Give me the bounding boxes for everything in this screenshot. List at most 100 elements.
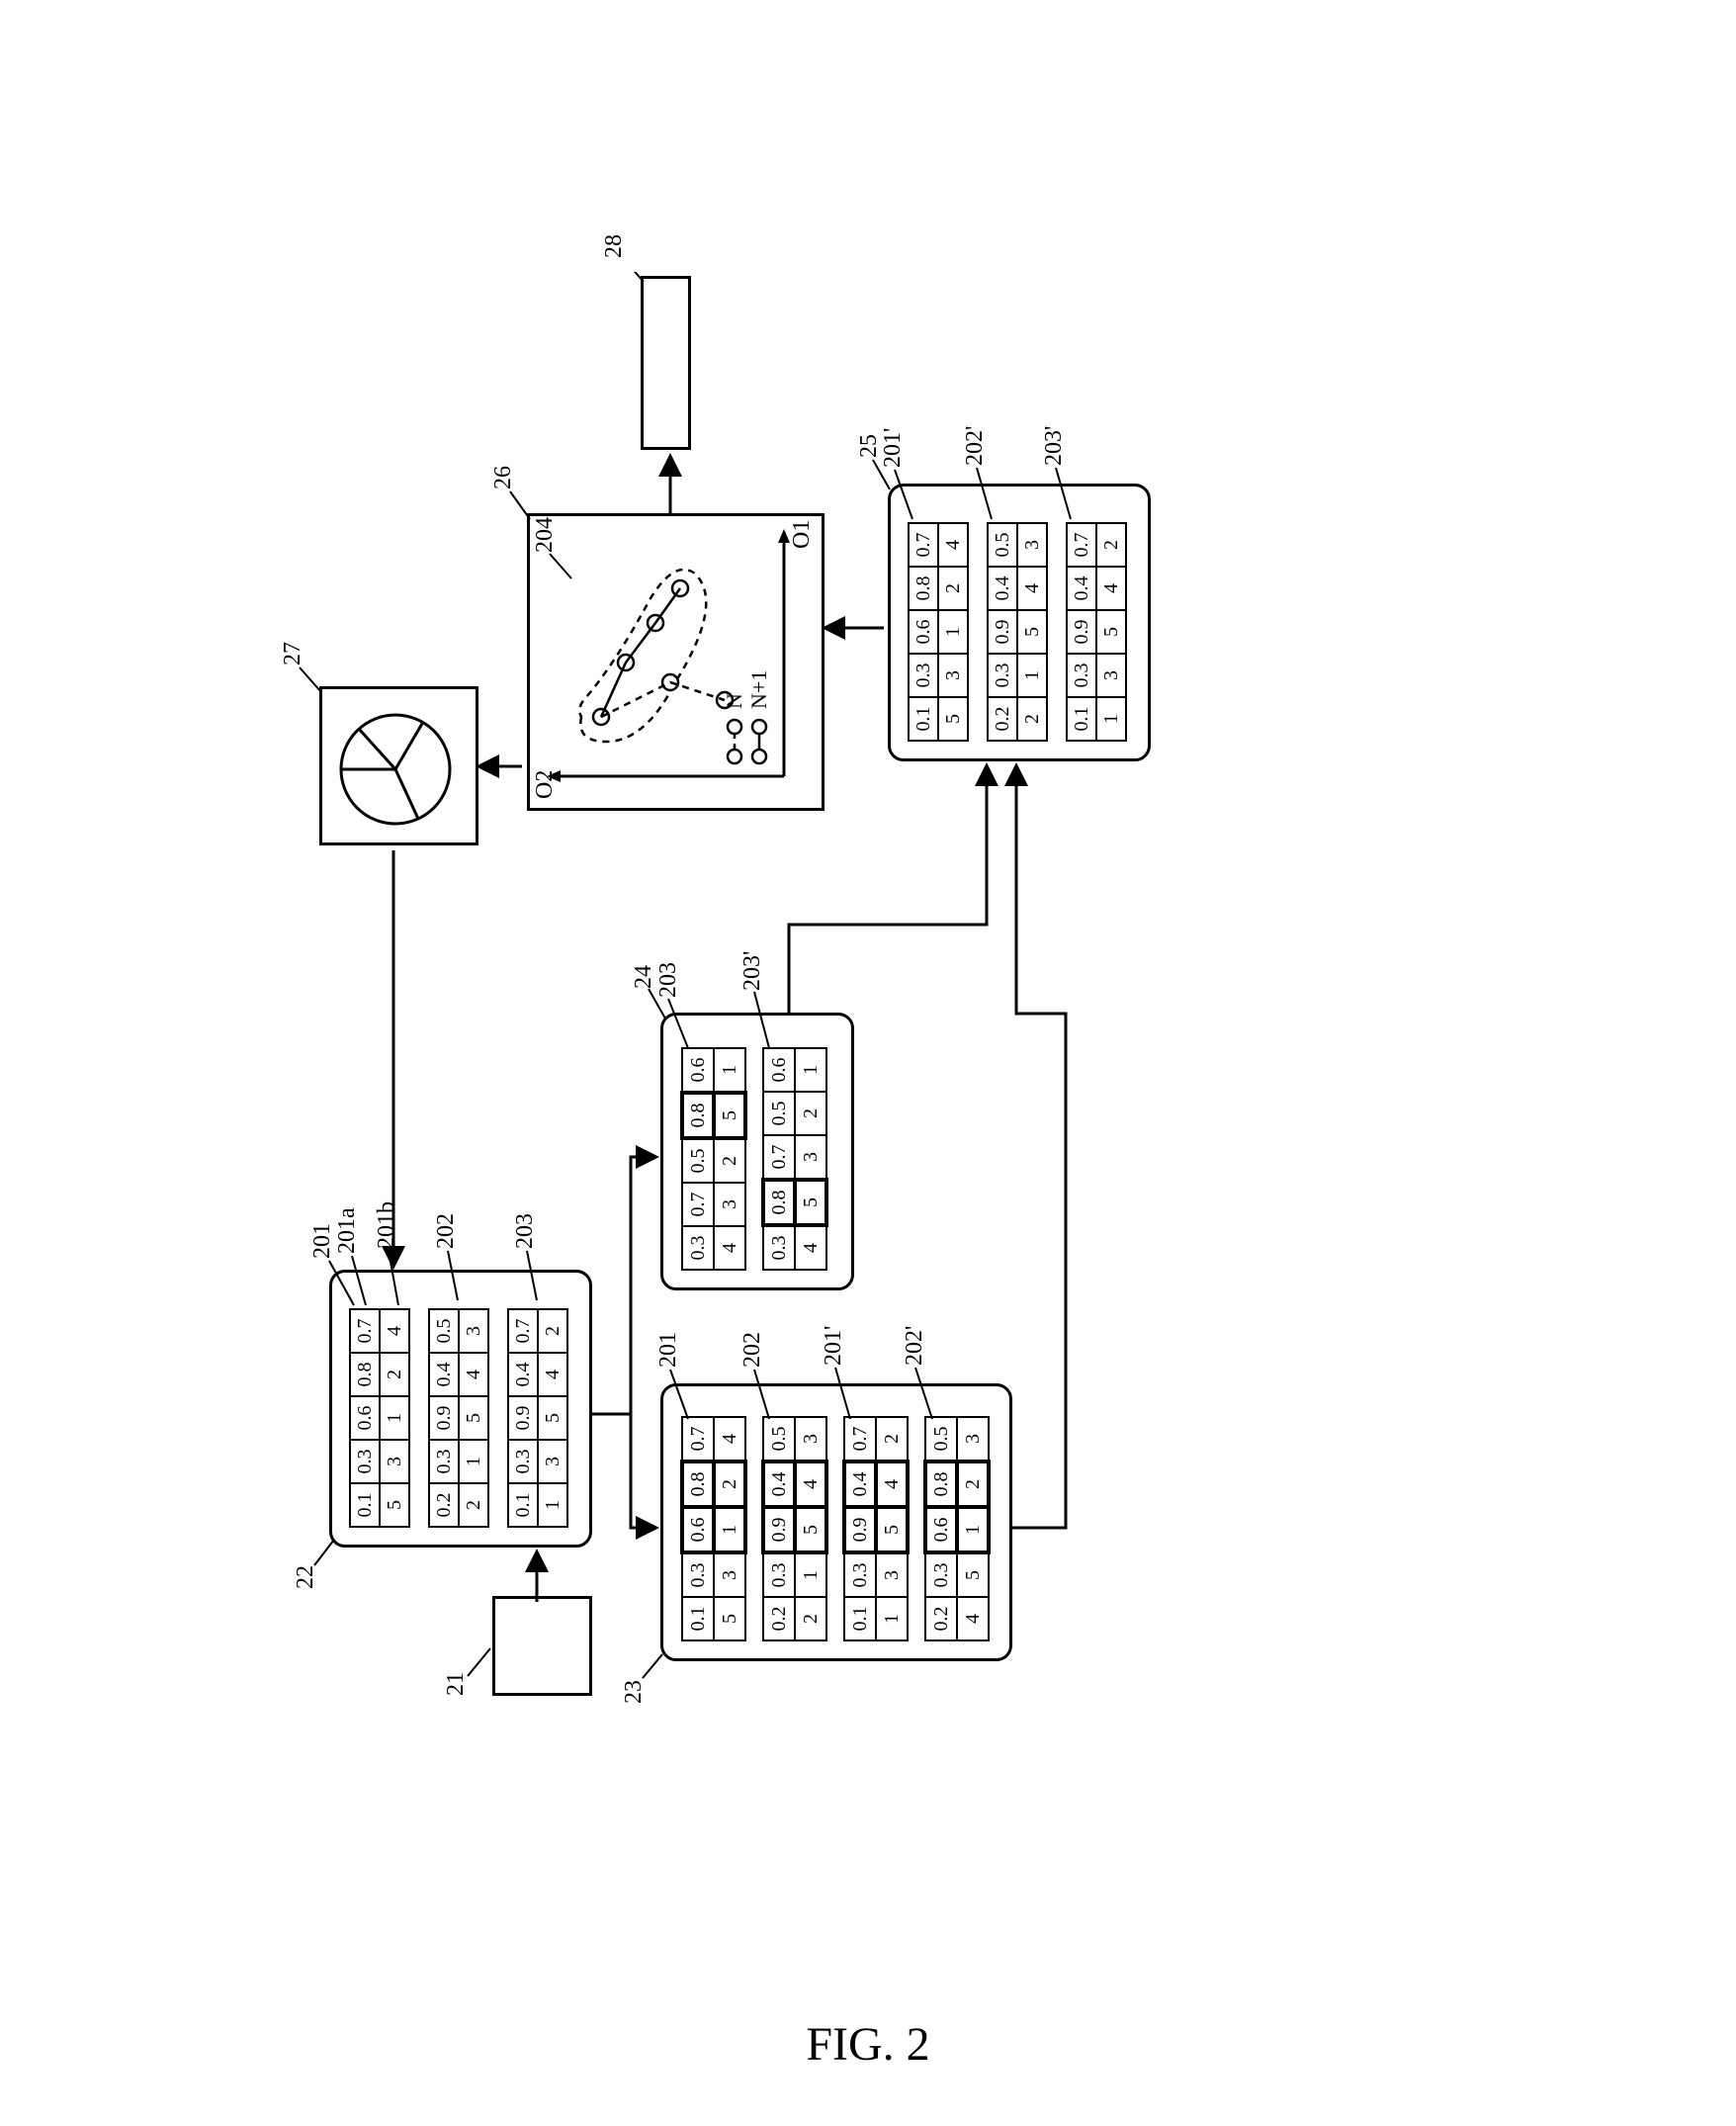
cell-val: 0.8 bbox=[909, 567, 938, 610]
cell-val: 0.1 bbox=[508, 1483, 538, 1527]
cell-val: 0.8 bbox=[350, 1353, 380, 1396]
cell-val: 0.3 bbox=[1067, 654, 1096, 697]
cell-val: 0.9 bbox=[763, 1507, 795, 1552]
cell-idx: 3 bbox=[795, 1417, 826, 1462]
cell-idx: 2 bbox=[957, 1462, 989, 1507]
cell-val: 0.3 bbox=[763, 1225, 795, 1270]
cell-val: 0.7 bbox=[1067, 523, 1096, 567]
cell-val: 0.9 bbox=[844, 1507, 876, 1552]
cell-idx: 1 bbox=[1017, 654, 1047, 697]
cell-idx: 3 bbox=[876, 1552, 908, 1597]
cell-val: 0.2 bbox=[988, 697, 1017, 741]
cell-val: 0.5 bbox=[682, 1138, 714, 1183]
label-25: 25 bbox=[856, 434, 883, 458]
cell-idx: 1 bbox=[1096, 697, 1126, 741]
label-28: 28 bbox=[601, 234, 628, 258]
cell-val: 0.6 bbox=[763, 1048, 795, 1092]
sequence-b22_202: 0.20.30.90.40.521543 bbox=[428, 1308, 489, 1528]
cell-idx: 4 bbox=[795, 1462, 826, 1507]
cell-idx: 1 bbox=[957, 1507, 989, 1552]
label-23-201: 201 bbox=[655, 1332, 682, 1368]
cell-idx: 4 bbox=[957, 1597, 989, 1640]
cell-idx: 2 bbox=[714, 1138, 745, 1183]
cell-val: 0.7 bbox=[508, 1309, 538, 1353]
cell-val: 0.3 bbox=[844, 1552, 876, 1597]
cell-idx: 4 bbox=[795, 1225, 826, 1270]
cell-idx: 5 bbox=[1096, 610, 1126, 654]
label-201: 201 bbox=[309, 1223, 336, 1259]
cell-idx: 2 bbox=[714, 1462, 745, 1507]
label-27: 27 bbox=[280, 642, 306, 665]
cell-idx: 3 bbox=[795, 1135, 826, 1180]
page: O2 O1 N N+1 bbox=[0, 0, 1736, 2126]
cell-idx: 4 bbox=[380, 1309, 409, 1353]
cell-idx: 2 bbox=[459, 1483, 488, 1527]
cell-idx: 2 bbox=[795, 1597, 826, 1640]
sequence-b23_202: 0.20.30.90.40.521543 bbox=[761, 1416, 828, 1641]
cell-val: 0.9 bbox=[429, 1396, 459, 1440]
sequence-b24_203: 0.30.70.50.80.643251 bbox=[680, 1047, 747, 1271]
label-202: 202 bbox=[433, 1213, 460, 1249]
cell-idx: 4 bbox=[538, 1353, 567, 1396]
cell-idx: 3 bbox=[1017, 523, 1047, 567]
cell-val: 0.3 bbox=[925, 1552, 957, 1597]
cell-val: 0.3 bbox=[909, 654, 938, 697]
cell-val: 0.4 bbox=[844, 1462, 876, 1507]
label-204: 204 bbox=[532, 517, 559, 553]
cell-idx: 2 bbox=[538, 1309, 567, 1353]
cell-idx: 4 bbox=[1096, 567, 1126, 610]
cell-val: 0.8 bbox=[925, 1462, 957, 1507]
cell-val: 0.5 bbox=[988, 523, 1017, 567]
cell-val: 0.4 bbox=[1067, 567, 1096, 610]
cell-idx: 2 bbox=[795, 1092, 826, 1135]
cell-idx: 3 bbox=[714, 1183, 745, 1226]
cell-val: 0.5 bbox=[429, 1309, 459, 1353]
cell-val: 0.8 bbox=[763, 1180, 795, 1225]
cell-val: 0.6 bbox=[909, 610, 938, 654]
cell-val: 0.5 bbox=[763, 1092, 795, 1135]
cell-idx: 1 bbox=[876, 1597, 908, 1640]
cell-idx: 3 bbox=[938, 654, 968, 697]
sequence-b23_202p: 0.20.30.60.80.545123 bbox=[923, 1416, 991, 1641]
sequence-b24_203p: 0.30.80.70.50.645321 bbox=[761, 1047, 828, 1271]
sequence-b25_202p: 0.20.30.90.40.521543 bbox=[987, 522, 1048, 742]
sequence-b23_201p: 0.10.30.90.40.713542 bbox=[842, 1416, 910, 1641]
cell-idx: 2 bbox=[938, 567, 968, 610]
cell-val: 0.4 bbox=[508, 1353, 538, 1396]
cell-val: 0.3 bbox=[682, 1226, 714, 1270]
cell-idx: 4 bbox=[876, 1462, 908, 1507]
label-23: 23 bbox=[621, 1680, 648, 1704]
cell-idx: 5 bbox=[795, 1507, 826, 1552]
label-25-202p: 202' bbox=[962, 426, 989, 466]
label-24-203: 203 bbox=[655, 962, 682, 998]
cell-val: 0.7 bbox=[763, 1135, 795, 1180]
cell-idx: 1 bbox=[714, 1507, 745, 1552]
cell-val: 0.6 bbox=[682, 1507, 714, 1552]
cell-val: 0.5 bbox=[763, 1417, 795, 1462]
cell-val: 0.2 bbox=[763, 1597, 795, 1640]
cell-idx: 5 bbox=[714, 1597, 745, 1640]
cell-idx: 3 bbox=[957, 1417, 989, 1462]
cell-idx: 1 bbox=[538, 1483, 567, 1527]
label-24: 24 bbox=[631, 965, 657, 989]
cell-val: 0.2 bbox=[925, 1597, 957, 1640]
cell-idx: 3 bbox=[538, 1440, 567, 1483]
cell-val: 0.6 bbox=[350, 1396, 380, 1440]
cell-idx: 2 bbox=[380, 1353, 409, 1396]
cell-idx: 5 bbox=[538, 1396, 567, 1440]
cell-val: 0.8 bbox=[682, 1093, 714, 1138]
sequence-b25_203p: 0.10.30.90.40.713542 bbox=[1066, 522, 1127, 742]
label-23-201p: 201' bbox=[821, 1326, 847, 1366]
cell-val: 0.7 bbox=[682, 1417, 714, 1462]
cell-val: 0.3 bbox=[350, 1440, 380, 1483]
cell-val: 0.1 bbox=[844, 1597, 876, 1640]
label-25-203p: 203' bbox=[1041, 426, 1068, 466]
sequence-b25_201p: 0.10.30.60.80.753124 bbox=[908, 522, 969, 742]
cell-idx: 1 bbox=[795, 1048, 826, 1092]
sequence-b23_201: 0.10.30.60.80.753124 bbox=[680, 1416, 747, 1641]
cell-idx: 1 bbox=[938, 610, 968, 654]
cell-val: 0.7 bbox=[350, 1309, 380, 1353]
cell-idx: 5 bbox=[938, 697, 968, 741]
label-23-202: 202 bbox=[739, 1332, 766, 1368]
cell-val: 0.3 bbox=[682, 1552, 714, 1597]
